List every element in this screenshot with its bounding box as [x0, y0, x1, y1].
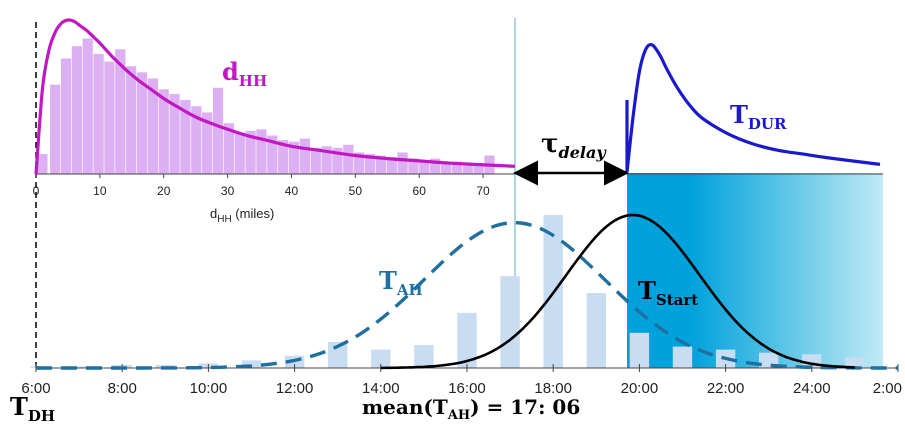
time-tick-label: 12:00 [276, 380, 314, 397]
time-tick-label: 14:00 [362, 380, 400, 397]
time-tick-label: 6:00 [21, 380, 50, 397]
dhh-label: dHH [222, 57, 267, 90]
dhh-bar [462, 163, 473, 174]
time-tick-label: 2:00 [873, 380, 902, 397]
dhh-bar [234, 132, 245, 174]
dhh-bar [223, 123, 234, 174]
tah-bar [241, 360, 262, 368]
dhh-tick-label: 30 [221, 184, 235, 198]
dhh-bar [169, 93, 180, 174]
dhh-bar [364, 153, 376, 174]
dhh-bar [267, 135, 278, 174]
tah-bar [586, 293, 606, 368]
dhh-bar [136, 72, 148, 174]
dhh-tick-label: 0 [33, 184, 40, 198]
tdur-curve [625, 42, 881, 173]
dhh-bar [343, 144, 354, 174]
dhh-bar [321, 146, 332, 174]
dhh-bar [93, 53, 104, 174]
tah-label: TAH [379, 266, 423, 299]
dhh-bar [147, 78, 158, 174]
time-tick-label: 18:00 [534, 380, 572, 397]
dhh-bar [245, 130, 256, 174]
tah-bar [845, 357, 865, 368]
dhh-tick-label: 50 [349, 184, 363, 198]
dhh-bar [419, 160, 430, 174]
tah-bar [672, 346, 693, 368]
tstart-label: TStart [638, 276, 698, 309]
dhh-x-axis: 0 10 20 30 40 50 60 70 [33, 173, 515, 198]
time-tick-label: 20:00 [621, 380, 659, 397]
time-tick-label: 8:00 [108, 380, 137, 397]
dhh-bar [451, 161, 462, 174]
tdh-label: TDH [10, 392, 55, 425]
tau-delay-label: τdelay [541, 129, 607, 162]
dhh-bar [180, 100, 191, 174]
dhh-bar [71, 46, 82, 174]
start-window-fill [627, 173, 883, 368]
dhh-bar [430, 158, 441, 174]
time-tick-label: 10:00 [190, 380, 228, 397]
dhh-bar [50, 84, 61, 174]
dhh-bar [256, 129, 267, 174]
tah-bar [328, 341, 348, 368]
dhh-bar [82, 38, 93, 175]
tah-bar [457, 312, 477, 368]
dhh-curve [34, 18, 516, 175]
dhh-bar [202, 112, 213, 174]
dhh-bar [397, 152, 408, 174]
dhh-bar [310, 147, 321, 174]
dhh-tick-label: 10 [93, 184, 107, 198]
tah-curve [36, 220, 898, 370]
dhh-bar [332, 147, 343, 174]
tah-bar [629, 332, 650, 368]
tstart-curve [380, 213, 855, 370]
dhh-bar [37, 153, 48, 174]
dhh-bar [440, 161, 452, 174]
dhh-bar [278, 140, 289, 174]
dhh-bar [354, 152, 365, 174]
dhh-bar [191, 106, 202, 174]
dhh-bar [408, 158, 419, 174]
dhh-tick-label: 40 [285, 184, 299, 198]
dhh-tick-label: 20 [157, 184, 171, 198]
dhh-bar [126, 66, 137, 174]
dhh-bar [386, 157, 397, 174]
dhh-tick-label: 70 [476, 184, 490, 198]
tah-bar [500, 276, 520, 368]
time-x-axis: 6:00 8:00 10:00 12:00 14:00 16:00 18:00 20:00 22… [21, 364, 902, 397]
dhh-histogram-bars [37, 38, 495, 175]
dhh-bar [299, 138, 310, 174]
dhh-bar [115, 49, 126, 175]
time-tick-label: 22:00 [707, 380, 745, 397]
dhh-bar [212, 87, 224, 174]
tah-bar [371, 349, 391, 368]
tah-bar [69, 366, 89, 368]
tah-bar [414, 345, 434, 368]
dhh-bar [104, 61, 115, 174]
dhh-bar [473, 163, 484, 174]
mean-tah-label: mean(TAH) = 17: 06 [362, 395, 580, 423]
dhh-bar [375, 155, 386, 174]
time-tick-label: 16:00 [448, 380, 486, 397]
dhh-tick-label: 60 [413, 184, 427, 198]
tdur-label: TDUR [730, 100, 787, 133]
dhh-x-axis-label: dHH (miles) [210, 206, 274, 225]
dhh-bar [288, 141, 300, 174]
time-tick-label: 24:00 [793, 380, 831, 397]
dhh-bar [60, 58, 72, 174]
dhh-bar [158, 89, 169, 174]
